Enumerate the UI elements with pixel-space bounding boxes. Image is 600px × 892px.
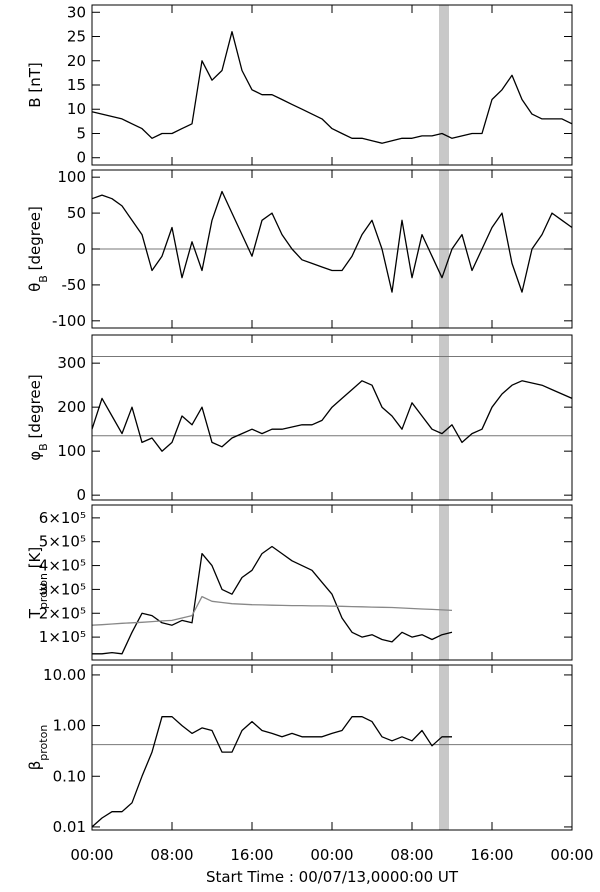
y-tick-label: 10.00 [43, 666, 86, 684]
x-tick-label: 08:00 [150, 846, 193, 864]
y-tick-label: 1.00 [53, 717, 86, 735]
y-axis-label: Tproton [K] [26, 547, 50, 620]
data-line [91, 595, 453, 626]
data-line [91, 380, 573, 452]
x-tick-label: 16:00 [230, 846, 273, 864]
y-tick-label: 10 [67, 100, 86, 118]
data-line [92, 545, 453, 655]
y-tick-label: 0 [76, 486, 86, 504]
y-tick-label: 0.01 [53, 818, 86, 836]
y-tick-label: -50 [62, 276, 87, 294]
y-axis-label-part: [K] [26, 547, 44, 573]
x-axis-label: Start Time : 00/07/13,0000:00 UT [206, 868, 459, 886]
highlight-band [439, 665, 449, 830]
y-tick-label: 0 [76, 240, 86, 258]
data-line [91, 716, 452, 828]
y-tick-label: 1×10⁵ [39, 628, 86, 646]
y-axis-label: θB [degree] [26, 206, 50, 292]
y-tick-label: 0.10 [53, 767, 86, 785]
y-tick-label: 5 [76, 124, 86, 142]
highlight-band [439, 335, 449, 500]
y-axis-label-part: θ [26, 283, 44, 292]
x-tick-label: 00:00 [70, 846, 113, 864]
x-tick-label: 16:00 [470, 846, 513, 864]
y-axis-label-part: proton [37, 725, 50, 761]
x-tick-label: 08:00 [390, 846, 433, 864]
y-axis-label: B [nT] [26, 62, 44, 107]
panel-frame [91, 504, 573, 661]
y-axis-label-part: B [37, 443, 50, 451]
y-axis-label-part: B [nT] [26, 62, 44, 107]
y-tick-label: 30 [67, 3, 86, 21]
y-tick-label: 300 [57, 354, 86, 372]
data-line [91, 190, 573, 293]
x-tick-label: 00:00 [310, 846, 353, 864]
y-tick-label: 20 [67, 52, 86, 70]
y-tick-label: 2×10⁵ [39, 604, 86, 622]
y-axis-label: βproton [26, 725, 50, 771]
y-axis-label-part: φ [26, 451, 44, 461]
y-tick-label: 5×10⁵ [39, 533, 86, 551]
y-tick-label: 100 [57, 442, 86, 460]
y-axis-label-part: proton [37, 573, 50, 609]
y-tick-label: 15 [67, 76, 86, 94]
panel-frame [91, 664, 573, 831]
highlight-band [439, 505, 449, 660]
y-tick-label: 200 [57, 398, 86, 416]
y-tick-label: 4×10⁵ [39, 557, 86, 575]
panel-frame [91, 334, 573, 501]
y-tick-label: 50 [67, 204, 86, 222]
y-tick-label: 6×10⁵ [39, 509, 86, 527]
y-tick-label: 3×10⁵ [39, 580, 86, 598]
y-tick-label: 100 [57, 168, 86, 186]
x-tick-label: 00:00 [550, 846, 593, 864]
y-tick-label: -100 [52, 312, 86, 330]
y-axis-label-part: T [26, 608, 44, 619]
highlight-band [439, 5, 449, 165]
data-line [91, 31, 573, 144]
y-tick-label: 0 [76, 149, 86, 167]
y-axis-label-part: β [26, 761, 44, 771]
y-axis-label: φB [degree] [26, 374, 50, 461]
y-tick-label: 25 [67, 28, 86, 46]
y-axis-label-part: B [37, 275, 50, 283]
panel-frame [91, 4, 573, 166]
y-axis-label-part: [degree] [26, 206, 44, 275]
y-axis-label-part: [degree] [26, 374, 44, 443]
